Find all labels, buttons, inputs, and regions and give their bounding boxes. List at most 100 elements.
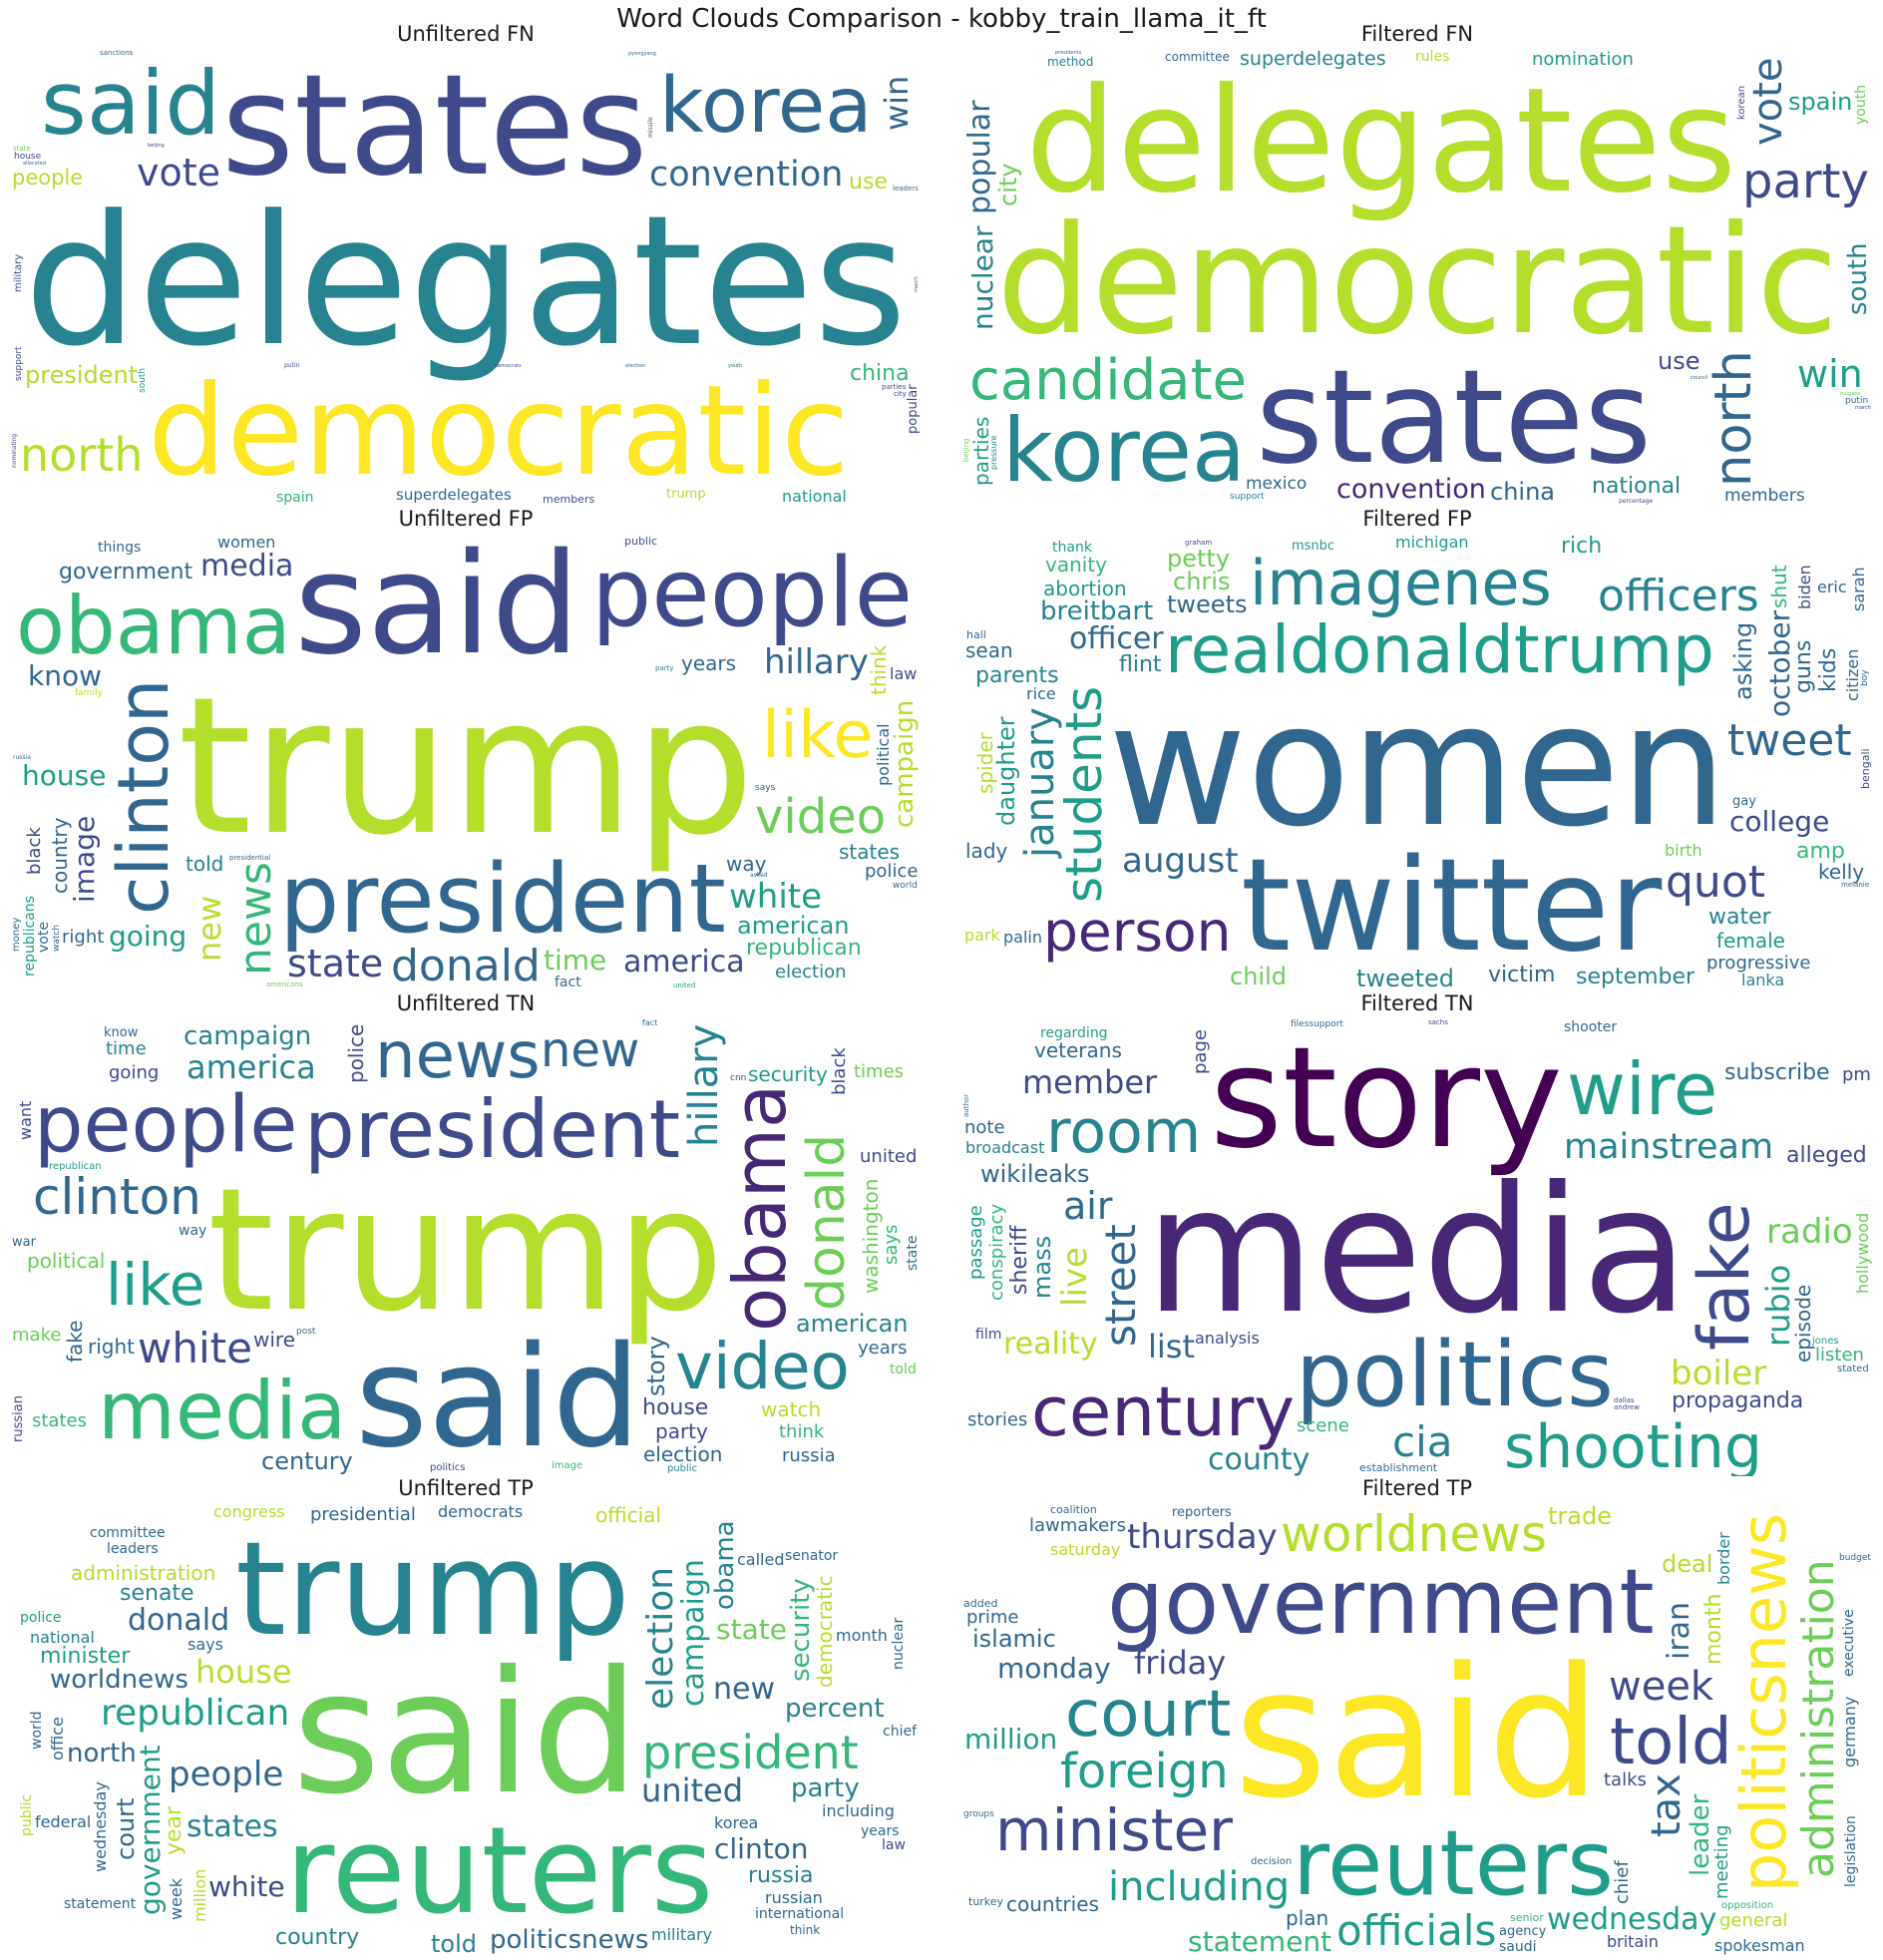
word-international: international: [755, 1906, 845, 1922]
word-house: house: [642, 1395, 709, 1420]
word-october: october: [1763, 609, 1796, 717]
word-vote: vote: [1745, 57, 1791, 146]
word-jones: jones: [1812, 1336, 1839, 1347]
wordcloud: trump said president media people obama news vi…: [10, 1017, 922, 1476]
word-beijing: beijing: [962, 438, 970, 462]
word-tax: tax: [1644, 1773, 1690, 1837]
word-politics: politics: [1296, 1323, 1614, 1427]
word-rice: rice: [1026, 684, 1056, 703]
wordcloud-panel-filtered-fn: Filtered FN democratic delegates states can…: [961, 20, 1873, 507]
word-chris: chris: [1173, 568, 1231, 595]
word-wednesday: wednesday: [1547, 1902, 1717, 1937]
word-veterans: veterans: [1034, 1038, 1122, 1062]
word-think: think: [779, 1421, 825, 1442]
word-post: post: [296, 1327, 316, 1337]
word-stories: stories: [967, 1409, 1028, 1430]
word-shooting: shooting: [1504, 1412, 1763, 1476]
wordcloud: trump said president people obama clinton like…: [10, 533, 922, 991]
word-shut: shut: [1767, 565, 1791, 608]
word-saturday: saturday: [1050, 1540, 1121, 1559]
word-way: way: [726, 852, 767, 876]
word-state: state: [287, 942, 384, 985]
word-victim: victim: [1488, 963, 1556, 987]
word-said: said: [41, 52, 221, 155]
word-parties: parties: [969, 416, 993, 486]
word-fact: fact: [555, 975, 581, 990]
word-members: members: [1724, 486, 1805, 506]
panel-title: Unfiltered FP: [398, 507, 534, 531]
word-korea: korea: [659, 62, 873, 151]
word-state: state: [905, 1235, 921, 1271]
word-sheriff: sheriff: [1007, 1225, 1032, 1295]
word-sean: sean: [965, 638, 1013, 662]
word-political: political: [27, 1249, 106, 1273]
word-trump: trump: [207, 1152, 724, 1350]
word-said: said: [294, 533, 580, 686]
word-live: live: [1055, 1247, 1095, 1307]
word-election: election: [625, 363, 645, 369]
word-office: office: [48, 1717, 67, 1761]
word-government: government: [134, 1745, 167, 1915]
word-border: border: [1714, 1532, 1733, 1585]
word-going: going: [109, 920, 188, 953]
word-tweet: tweet: [1727, 715, 1852, 766]
word-breitbart: breitbart: [1040, 596, 1154, 626]
word-members: members: [543, 493, 595, 506]
word-things: things: [98, 540, 142, 556]
word-official: official: [595, 1503, 661, 1527]
word-propaganda: propaganda: [1672, 1388, 1804, 1413]
wordcloud-panel-unfiltered-fp: Unfiltered FP trump said president people ob…: [10, 505, 922, 991]
word-military: military: [13, 253, 24, 292]
word-mass: mass: [1028, 1235, 1056, 1299]
word-clinton: clinton: [103, 678, 185, 915]
word-american: american: [737, 912, 850, 940]
wordcloud-panel-unfiltered-fn: Unfiltered FN delegates states democratic k…: [10, 20, 922, 507]
word-msnbc: msnbc: [1292, 539, 1335, 554]
word-saudi: saudi: [1499, 1939, 1537, 1955]
word-north: north: [67, 1739, 137, 1768]
word-worldnews: worldnews: [50, 1665, 188, 1695]
word-nuclear: nuclear: [891, 1617, 907, 1670]
wordcloud: media story politics century wire fake shootin…: [961, 1017, 1873, 1476]
word-police: police: [865, 861, 919, 882]
word-imagenes: imagenes: [1250, 547, 1552, 619]
word-donald: donald: [797, 1133, 857, 1311]
word-watch: watch: [52, 924, 62, 952]
word-public: public: [624, 535, 658, 548]
word-family: family: [75, 688, 103, 698]
word-national: national: [782, 487, 847, 506]
word-media: media: [98, 1365, 347, 1457]
word-meeting: meeting: [1711, 1824, 1732, 1899]
word-committee: committee: [90, 1525, 166, 1541]
word-broadcast: broadcast: [965, 1138, 1045, 1157]
word-countries: countries: [1006, 1892, 1099, 1916]
word-cia: cia: [1392, 1417, 1453, 1466]
word-delegates: delegates: [1025, 57, 1737, 225]
word-trump: trump: [235, 1513, 630, 1665]
word-nuclear: nuclear: [966, 225, 999, 330]
word-committee: committee: [1165, 50, 1230, 64]
word-united: united: [860, 1146, 918, 1167]
word-biden: biden: [1795, 565, 1814, 609]
panel-title: Unfiltered TP: [398, 1476, 534, 1500]
word-russia: russia: [748, 1863, 814, 1888]
wordcloud: said trump reuters president republican elect…: [10, 1502, 922, 1957]
word-alleged: alleged: [1786, 1143, 1867, 1168]
word-street: street: [1096, 1224, 1145, 1347]
word-week: week: [1609, 1664, 1714, 1710]
word-state: state: [716, 1613, 787, 1646]
word-president: president: [642, 1726, 859, 1779]
word-think: think: [790, 1923, 821, 1937]
word-support: support: [14, 346, 24, 381]
word-daughter: daughter: [992, 716, 1020, 826]
word-budget: budget: [1839, 1553, 1871, 1563]
word-sachs: sachs: [1428, 1018, 1448, 1026]
wordcloud-panel-filtered-fp: Filtered FP women twitter realdonaldtrump i…: [961, 505, 1873, 991]
word-statement: statement: [64, 1896, 137, 1912]
word-democrats: democrats: [495, 363, 522, 369]
word-leader: leader: [1686, 1793, 1715, 1876]
word-march: march: [914, 276, 920, 292]
word-turkey: turkey: [968, 1895, 1004, 1908]
word-military: military: [651, 1925, 713, 1944]
word-march: march: [1855, 405, 1871, 411]
